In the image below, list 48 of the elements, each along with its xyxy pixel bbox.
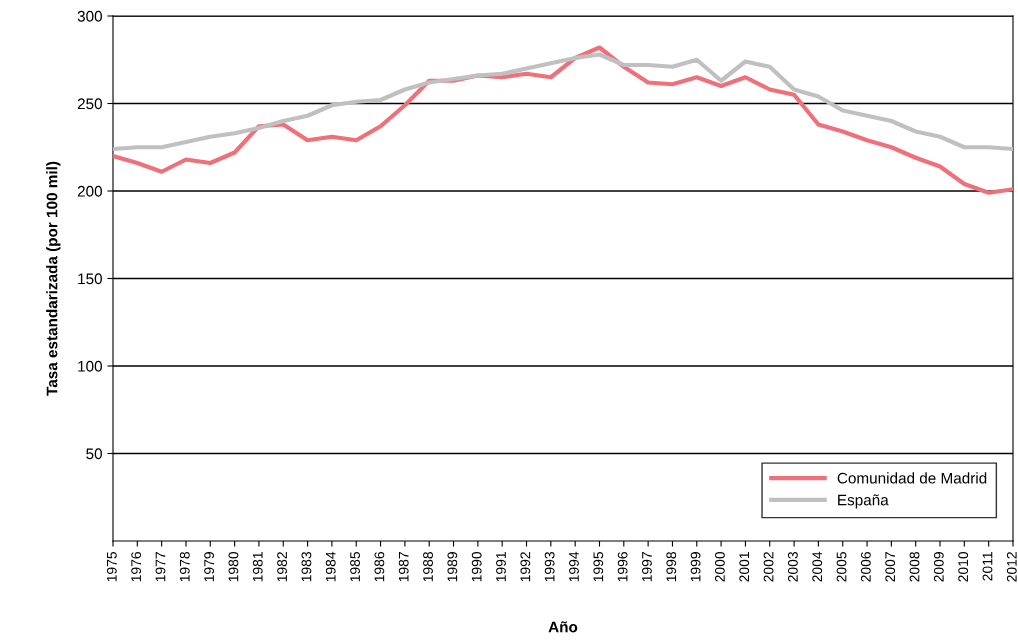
- x-tick-label: 1979: [204, 552, 215, 582]
- x-tick-label: 2009: [933, 552, 944, 582]
- x-tick-label: 2011: [982, 552, 993, 581]
- x-tick-label: 1983: [301, 552, 312, 582]
- x-tick-label: 1976: [131, 552, 142, 582]
- x-tick-label: 1977: [155, 552, 166, 582]
- x-axis-title: Año: [548, 621, 578, 633]
- x-tick-label: 1998: [666, 552, 677, 582]
- x-tick-label: 1997: [642, 552, 652, 582]
- x-tick-label: 2005: [836, 552, 847, 582]
- x-tick-label: 2002: [763, 552, 774, 582]
- x-tick-label: 2008: [909, 552, 920, 582]
- y-tick-label: 200: [77, 185, 102, 197]
- x-tick-label: 1982: [277, 552, 287, 582]
- y-axis-title: Tasa estandarizada (por 100 mil): [46, 161, 61, 396]
- x-tick-label: 1987: [398, 552, 409, 582]
- x-tick-label: 2000: [715, 551, 725, 582]
- x-tick-label: 1975: [106, 552, 117, 582]
- x-tick-label: 1984: [325, 551, 336, 582]
- x-tick-label: 2001: [739, 552, 750, 582]
- x-tick-label: 1989: [447, 552, 458, 582]
- x-tick-label: 1993: [544, 552, 555, 582]
- x-tick-label: 2007: [885, 552, 896, 582]
- x-tick-label: 1990: [471, 551, 482, 582]
- x-tick-label: 1991: [496, 552, 506, 582]
- x-tick-label: 2012: [1006, 552, 1017, 582]
- y-tick-label: 300: [77, 10, 102, 22]
- x-tick-label: 1980: [228, 551, 239, 582]
- x-tick-label: 1986: [374, 552, 385, 582]
- x-tick-label: 1994: [569, 551, 579, 582]
- y-tick-label: 50: [86, 448, 102, 460]
- x-tick-label: 1981: [252, 552, 263, 582]
- x-tick-label: 1978: [179, 552, 190, 582]
- y-tick-label: 100: [78, 360, 102, 372]
- y-tick-label: 150: [78, 273, 102, 285]
- legend-label: Comunidad de Madrid: [837, 472, 987, 484]
- legend-label: España: [838, 494, 889, 509]
- x-tick-label: 2010: [958, 551, 969, 582]
- x-tick-label: 1999: [690, 552, 701, 582]
- x-tick-label: 1992: [520, 552, 531, 582]
- x-tick-label: 2006: [860, 552, 871, 582]
- y-tick-label: 250: [77, 98, 102, 110]
- x-tick-label: 1996: [617, 552, 628, 582]
- x-tick-label: 2003: [787, 552, 798, 582]
- x-tick-label: 2004: [812, 551, 823, 582]
- x-tick-label: 1995: [593, 552, 604, 582]
- x-tick-label: 1988: [423, 552, 433, 582]
- x-tick-label: 1985: [350, 552, 360, 582]
